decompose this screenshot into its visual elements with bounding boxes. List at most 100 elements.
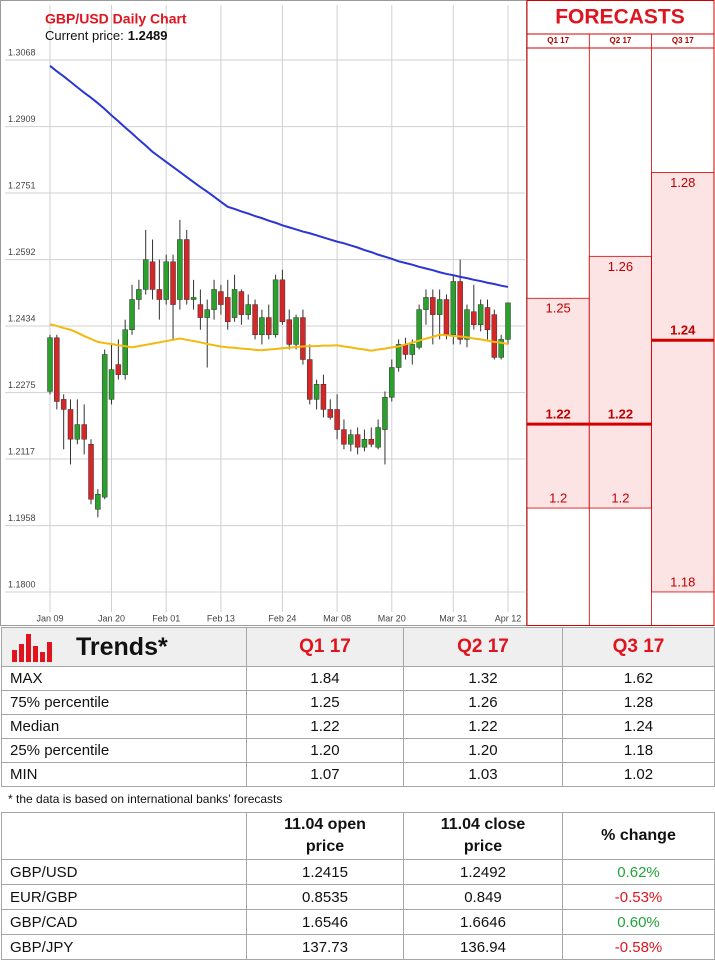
y-tick-label: 1.2592 xyxy=(8,247,36,257)
candle-body xyxy=(231,289,238,318)
table-row: EUR/GBP 0.8535 0.849 -0.53% xyxy=(1,884,715,910)
table-cell: EUR/GBP xyxy=(1,884,247,910)
current-price: Current price: 1.2489 xyxy=(45,28,168,43)
table-cell: 1.6546 xyxy=(246,909,404,935)
candle-body xyxy=(47,337,53,392)
y-tick-label: 1.2434 xyxy=(8,313,36,323)
line-series xyxy=(49,323,509,352)
column-header: Q2 17 xyxy=(610,36,632,45)
table-cell: 1.32 xyxy=(403,666,563,691)
candle-body xyxy=(416,309,422,348)
candle-body xyxy=(81,424,87,440)
candle-body xyxy=(142,259,149,290)
candle-body xyxy=(457,281,463,340)
table-row: 25% percentile 1.20 1.20 1.18 xyxy=(1,738,715,763)
trends-table: Trends* Q1 17 Q2 17 Q3 17 MAX 1.84 1.32 1.62 7… xyxy=(1,627,715,787)
candle-body xyxy=(341,429,347,445)
candle-body xyxy=(67,409,74,440)
forecast-range xyxy=(526,297,590,509)
candle-body xyxy=(183,239,190,300)
candle-body xyxy=(224,297,231,323)
table-row: MIN 1.07 1.03 1.02 xyxy=(1,762,715,787)
candle-body xyxy=(307,359,313,400)
table-cell: 137.73 xyxy=(246,934,404,960)
chart-title: GBP/USD Daily Chart xyxy=(45,11,187,27)
low-label: 1.2 xyxy=(611,490,629,505)
high-label: 1.26 xyxy=(608,259,633,274)
candle-body xyxy=(218,291,224,305)
table-cell: 1.24 xyxy=(562,714,715,739)
table-cell: GBP/JPY xyxy=(1,934,247,960)
footnote: * the data is based on international ban… xyxy=(8,792,283,806)
x-tick-label: Feb 13 xyxy=(207,613,235,623)
candle-body xyxy=(327,409,334,418)
table-cell: MIN xyxy=(1,762,247,787)
candle-body xyxy=(443,299,450,336)
candle-body xyxy=(389,367,395,398)
table-cell: -0.58% xyxy=(562,934,715,960)
candle-body xyxy=(293,317,299,345)
table-cell: 1.20 xyxy=(246,738,404,763)
trends-title-cell: Trends* xyxy=(1,627,247,667)
low-label: 1.2 xyxy=(549,490,567,505)
candle-body xyxy=(101,354,108,498)
table-cell: Median xyxy=(1,714,247,739)
header-cell xyxy=(1,812,247,860)
table-cell: 1.02 xyxy=(562,762,715,787)
median-label: 1.22 xyxy=(608,407,633,422)
y-tick-label: 1.2751 xyxy=(8,180,36,190)
candle-body xyxy=(334,409,340,430)
table-row: GBP/USD 1.2415 1.2492 0.62% xyxy=(1,859,715,885)
candle-body xyxy=(491,314,498,358)
candle-body xyxy=(395,344,402,368)
table-row: GBP/JPY 137.73 136.94 -0.58% xyxy=(1,934,715,960)
table-cell: 1.03 xyxy=(403,762,563,787)
high-label: 1.28 xyxy=(670,175,695,190)
candle-body xyxy=(348,434,354,445)
candle-body xyxy=(320,384,327,410)
table-row: GBP/CAD 1.6546 1.6646 0.60% xyxy=(1,909,715,935)
x-tick-label: Feb 24 xyxy=(268,613,296,623)
y-tick-label: 1.1800 xyxy=(8,579,36,589)
table-cell: 0.62% xyxy=(562,859,715,885)
candle-body xyxy=(450,281,457,336)
candle-body xyxy=(300,317,306,360)
x-tick-label: Jan 09 xyxy=(36,613,63,623)
candle-body xyxy=(190,297,197,300)
column-header-text: 11.04 close price xyxy=(440,816,526,855)
current-price-label: Current price: xyxy=(45,28,124,43)
table-cell: 1.25 xyxy=(246,690,404,715)
low-label: 1.18 xyxy=(670,574,695,589)
table-cell: 136.94 xyxy=(403,934,563,960)
forecast-range xyxy=(651,172,715,593)
column-header: Q2 17 xyxy=(403,627,563,667)
y-tick-label: 1.1958 xyxy=(8,513,36,523)
candle-body xyxy=(409,344,416,355)
price-header: 11.04 open price 11.04 close price % chang… xyxy=(1,812,715,860)
table-cell: 75% percentile xyxy=(1,690,247,715)
table-row: Median 1.22 1.22 1.24 xyxy=(1,714,715,739)
table-cell: 1.22 xyxy=(246,714,404,739)
candle-body xyxy=(197,304,204,318)
column-header: Q1 17 xyxy=(246,627,404,667)
x-tick-label: Jan 20 xyxy=(98,613,125,623)
candle-body xyxy=(149,261,156,290)
price-table: 11.04 open price 11.04 close price % chang… xyxy=(1,812,715,960)
candle-body xyxy=(361,438,368,448)
candle-body xyxy=(368,438,375,445)
x-tick-label: Mar 08 xyxy=(323,613,351,623)
table-cell: -0.53% xyxy=(562,884,715,910)
candle-body xyxy=(313,384,320,400)
candle-body xyxy=(252,304,258,336)
column-header: 11.04 open price xyxy=(246,812,404,860)
column-header-text: 11.04 open price xyxy=(284,816,366,855)
table-cell: 1.18 xyxy=(562,738,715,763)
table-row: 75% percentile 1.25 1.26 1.28 xyxy=(1,690,715,715)
table-cell: GBP/CAD xyxy=(1,909,247,935)
table-cell: 1.20 xyxy=(403,738,563,763)
candle-body xyxy=(115,364,122,375)
table-cell: MAX xyxy=(1,666,247,691)
forecast-title: FORECASTS xyxy=(555,6,685,29)
candle-body xyxy=(265,317,272,336)
